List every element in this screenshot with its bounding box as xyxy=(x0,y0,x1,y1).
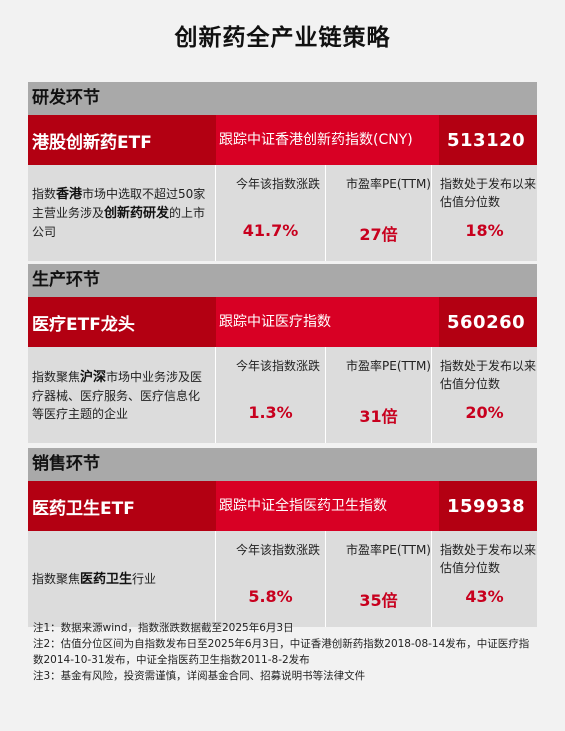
ytd-metric: 今年该指数涨跌 41.7% xyxy=(216,165,326,261)
desc-text: 指数聚焦 xyxy=(32,571,81,586)
fund-row: 港股创新药ETF 跟踪中证香港创新药指数(CNY) 513120 xyxy=(28,115,537,165)
desc-text: 指数聚焦 xyxy=(32,369,81,384)
ytd-value: 5.8% xyxy=(248,587,293,606)
percentile-metric: 指数处于发布以来估值分位数 43% xyxy=(432,531,537,627)
percentile-label: 指数处于发布以来估值分位数 xyxy=(440,543,537,575)
pe-label: 市盈率PE(TTM) xyxy=(346,359,431,373)
detail-row: 指数聚焦沪深市场中业务涉及医疗器械、医疗服务、医疗信息化等医疗主题的企业 今年该… xyxy=(28,347,537,443)
fund-track: 跟踪中证全指医药卫生指数 xyxy=(216,481,439,531)
fund-code: 159938 xyxy=(439,481,537,531)
pe-value: 27倍 xyxy=(359,225,398,244)
percentile-metric: 指数处于发布以来估值分位数 18% xyxy=(432,165,537,261)
detail-row: 指数聚焦医药卫生行业 今年该指数涨跌 5.8% 市盈率PE(TTM) 35倍 指… xyxy=(28,531,537,627)
percentile-value: 20% xyxy=(465,403,504,422)
pe-value: 31倍 xyxy=(359,407,398,426)
pe-label: 市盈率PE(TTM) xyxy=(346,177,431,191)
desc-text: 市场中业务涉及医疗器械、医疗服务、医疗信息化等医疗主题的企业 xyxy=(32,369,203,421)
ytd-value: 41.7% xyxy=(242,221,299,240)
ytd-metric: 今年该指数涨跌 1.3% xyxy=(216,347,326,443)
fund-row: 医疗ETF龙头 跟踪中证医疗指数 560260 xyxy=(28,297,537,347)
percentile-value: 18% xyxy=(465,221,504,240)
pe-metric: 市盈率PE(TTM) 35倍 xyxy=(326,531,432,627)
footnote: 注3：基金有风险，投资需谨慎，详阅基金合同、招募说明书等法律文件 xyxy=(33,670,366,682)
fund-name: 医疗ETF龙头 xyxy=(28,297,216,347)
fund-track: 跟踪中证医疗指数 xyxy=(216,297,439,347)
desc-highlight: 沪深 xyxy=(80,369,107,385)
percentile-label: 指数处于发布以来估值分位数 xyxy=(440,359,537,391)
pe-label: 市盈率PE(TTM) xyxy=(346,543,431,557)
desc-highlight: 医药卫生 xyxy=(80,571,133,587)
section-header: 销售环节 xyxy=(28,448,537,481)
desc-text: 市场中选取不超过50家主营业务涉及 xyxy=(32,187,206,220)
ytd-value: 1.3% xyxy=(248,403,293,422)
desc-text: 指数 xyxy=(32,187,57,201)
footnote: 注2：估值分位区间为自指数发布日至2025年6月3日，中证香港创新药指数2018… xyxy=(33,638,530,666)
percentile-label: 指数处于发布以来估值分位数 xyxy=(440,177,537,209)
section-sales: 销售环节 医药卫生ETF 跟踪中证全指医药卫生指数 159938 指数聚焦医药卫… xyxy=(28,448,537,627)
fund-code: 513120 xyxy=(439,115,537,165)
detail-row: 指数香港市场中选取不超过50家主营业务涉及创新药研发的上市公司 今年该指数涨跌 … xyxy=(28,165,537,261)
fund-track: 跟踪中证香港创新药指数(CNY) xyxy=(216,115,439,165)
section-production: 生产环节 医疗ETF龙头 跟踪中证医疗指数 560260 指数聚焦沪深市场中业务… xyxy=(28,264,537,443)
desc-text: 行业 xyxy=(132,571,157,586)
index-description: 指数聚焦医药卫生行业 xyxy=(28,531,216,627)
index-description: 指数聚焦沪深市场中业务涉及医疗器械、医疗服务、医疗信息化等医疗主题的企业 xyxy=(28,347,216,443)
percentile-metric: 指数处于发布以来估值分位数 20% xyxy=(432,347,537,443)
pe-value: 35倍 xyxy=(359,591,398,610)
ytd-label: 今年该指数涨跌 xyxy=(236,359,321,373)
index-description: 指数香港市场中选取不超过50家主营业务涉及创新药研发的上市公司 xyxy=(28,165,216,261)
percentile-value: 43% xyxy=(465,587,504,606)
fund-row: 医药卫生ETF 跟踪中证全指医药卫生指数 159938 xyxy=(28,481,537,531)
footnote: 注1：数据来源wind，指数涨跌数据截至2025年6月3日 xyxy=(33,622,294,634)
ytd-metric: 今年该指数涨跌 5.8% xyxy=(216,531,326,627)
pe-metric: 市盈率PE(TTM) 31倍 xyxy=(326,347,432,443)
desc-highlight: 香港 xyxy=(56,187,83,202)
desc-text: 的上市公司 xyxy=(32,206,206,239)
ytd-label: 今年该指数涨跌 xyxy=(236,543,321,557)
pe-metric: 市盈率PE(TTM) 27倍 xyxy=(326,165,432,261)
section-rd: 研发环节 港股创新药ETF 跟踪中证香港创新药指数(CNY) 513120 指数… xyxy=(28,82,537,261)
fund-code: 560260 xyxy=(439,297,537,347)
section-header: 生产环节 xyxy=(28,264,537,297)
section-header: 研发环节 xyxy=(28,82,537,115)
fund-name: 港股创新药ETF xyxy=(28,115,216,165)
footnotes: 注1：数据来源wind，指数涨跌数据截至2025年6月3日 注2：估值分位区间为… xyxy=(33,620,538,684)
page-title: 创新药全产业链策略 xyxy=(174,25,391,51)
desc-highlight: 创新药研发 xyxy=(104,206,170,221)
fund-name: 医药卫生ETF xyxy=(28,481,216,531)
ytd-label: 今年该指数涨跌 xyxy=(236,177,321,191)
